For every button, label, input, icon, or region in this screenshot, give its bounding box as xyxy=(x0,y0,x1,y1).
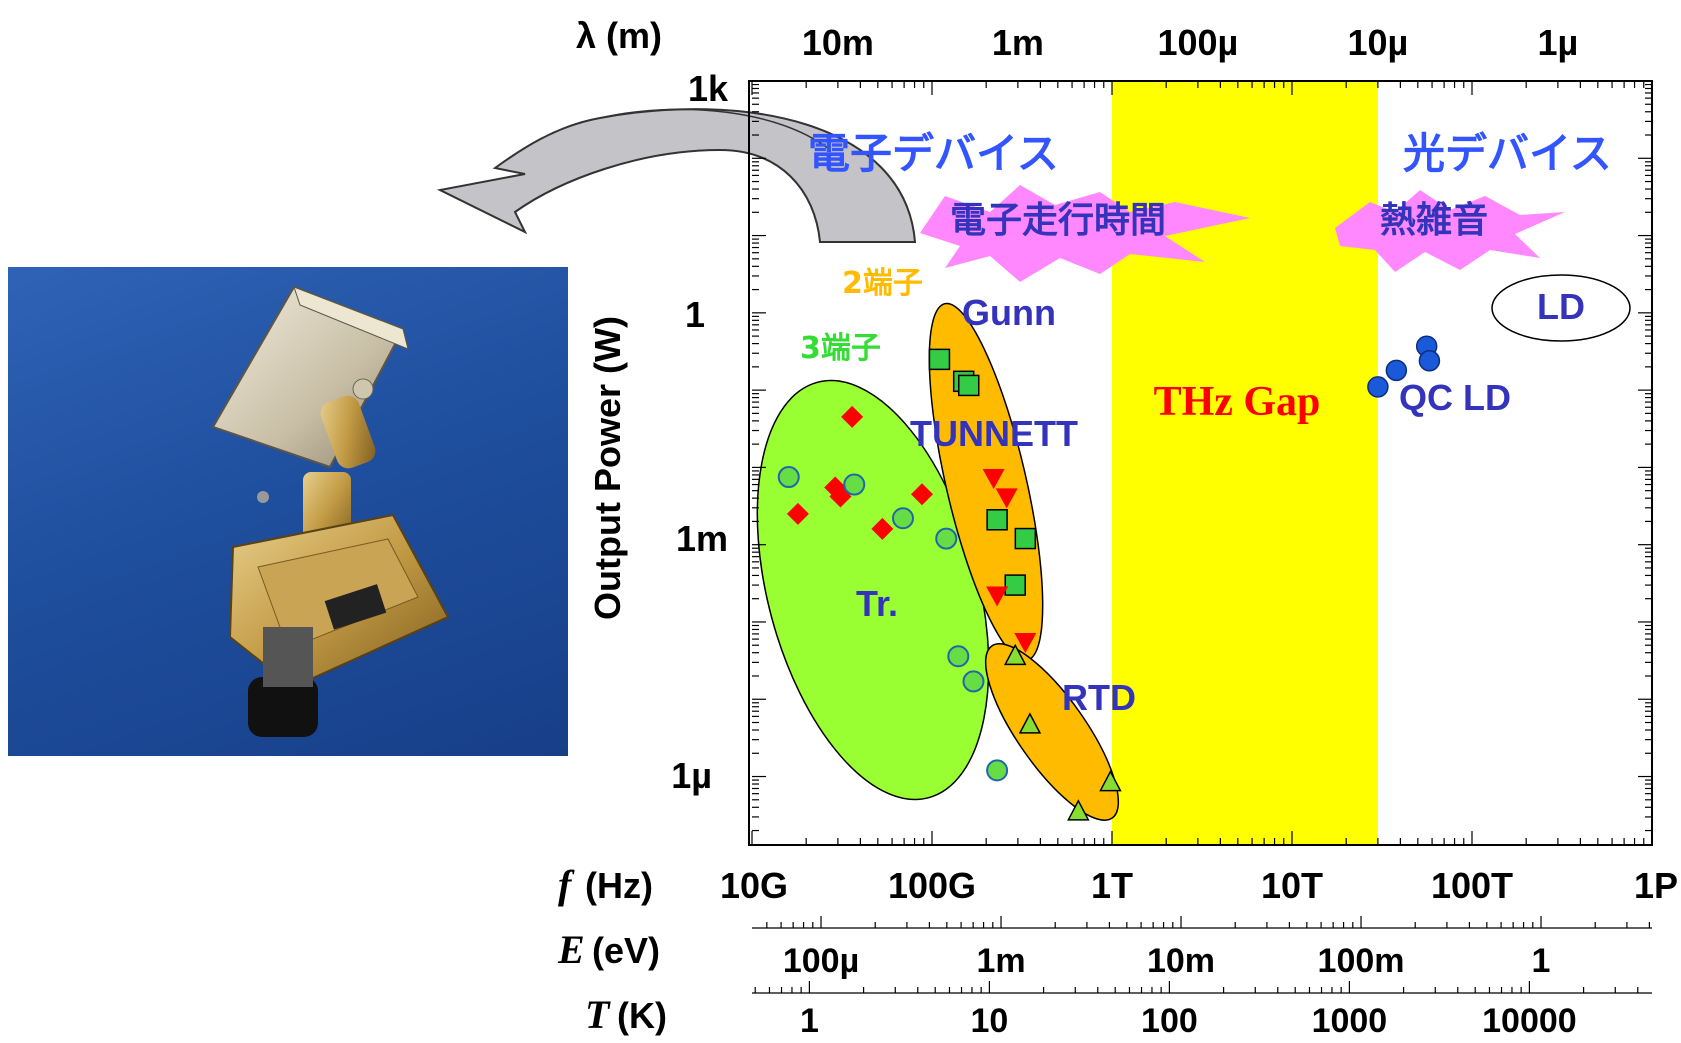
data-point-diamond xyxy=(871,517,894,540)
rtd-region xyxy=(984,643,1120,821)
data-point-triangle-down xyxy=(986,586,1009,607)
data-point-triangle-down xyxy=(1014,633,1037,654)
energy-tick-label: 100µ xyxy=(783,942,859,980)
data-point-square xyxy=(986,509,1008,531)
electronic-devices-label: 電子デバイス xyxy=(808,129,1059,178)
data-point-circle-open xyxy=(843,473,866,496)
qc-ld-label: QC LD xyxy=(1399,377,1511,418)
data-point-triangle-up xyxy=(1018,712,1042,734)
data-point-diamond xyxy=(841,405,864,428)
temperature-tick-label: 10 xyxy=(970,1002,1008,1040)
data-point-circle-open xyxy=(986,759,1009,782)
axis-tick-marks xyxy=(751,81,1652,845)
data-point-square xyxy=(928,348,951,371)
x-tick-label: 100G xyxy=(888,865,976,906)
temperature-tick-label: 10000 xyxy=(1482,1002,1577,1040)
ld-region xyxy=(1491,274,1631,342)
temperature-axis-label-unit: (K) xyxy=(617,995,667,1036)
curved-arrow-icon xyxy=(436,108,917,243)
data-point-triangle-up xyxy=(1003,643,1027,666)
data-point-square xyxy=(1014,527,1037,550)
optical-devices-label: 光デバイス xyxy=(1403,129,1612,178)
three-terminal-label: 3端子 xyxy=(800,331,881,366)
data-point-circle-open xyxy=(962,670,985,693)
data-point-circle xyxy=(1385,359,1408,382)
transit-time-burst xyxy=(920,185,1250,282)
tunnett-label: TUNNETT xyxy=(910,413,1078,454)
energy-axis-label-symbol: E xyxy=(557,927,585,972)
top-tick-label: 10m xyxy=(802,22,874,63)
x-tick-label: 1T xyxy=(1091,865,1133,906)
arrow-highlight xyxy=(599,108,831,151)
temperature-tick-label: 1000 xyxy=(1312,1002,1388,1040)
temperature-tick-label: 1 xyxy=(800,1002,819,1040)
y-tick-1k: 1k xyxy=(688,68,729,109)
transit-time-label: 電子走行時間 xyxy=(950,200,1166,241)
data-point-circle-open xyxy=(891,507,914,530)
waveguide-module-image xyxy=(211,285,450,737)
y-tick-1u: 1µ xyxy=(671,755,712,796)
x-tick-label: 100T xyxy=(1431,865,1513,906)
x-axis-label-unit: (Hz) xyxy=(585,865,653,906)
top-tick-label: 1m xyxy=(992,22,1044,63)
data-point-diamond xyxy=(786,502,809,525)
top-tick-label: 10µ xyxy=(1347,22,1408,63)
tr-label: Tr. xyxy=(856,583,898,624)
data-point-circle xyxy=(1418,349,1441,372)
data-point-triangle-up xyxy=(1099,769,1122,792)
data-point-diamond xyxy=(911,483,934,506)
thermal-noise-burst xyxy=(1335,190,1565,272)
top-tick-label: 100µ xyxy=(1157,22,1238,63)
x-tick-label: 10T xyxy=(1261,865,1323,906)
y-axis-label: Output Power (W) xyxy=(587,316,628,620)
thz-gap-band xyxy=(1112,81,1378,845)
energy-tick-label: 1 xyxy=(1532,942,1551,980)
plot-frame xyxy=(748,80,1653,846)
y-tick-1m: 1m xyxy=(676,518,728,559)
rtd-label: RTD xyxy=(1062,677,1136,718)
top-tick-label: 1µ xyxy=(1537,22,1578,63)
temperature-tick-label: 100 xyxy=(1141,1002,1198,1040)
energy-tick-label: 100m xyxy=(1318,942,1405,980)
data-point-square xyxy=(957,374,980,397)
two-terminal-label: 2端子 xyxy=(842,266,923,301)
energy-tick-label: 10m xyxy=(1147,942,1215,980)
device-photo xyxy=(8,267,568,756)
gunn-label: Gunn xyxy=(962,292,1056,333)
x-tick-label: 1P xyxy=(1634,865,1678,906)
thermal-noise-label: 熱雑音 xyxy=(1380,200,1488,241)
top-axis-label: λ (m) xyxy=(576,15,662,56)
data-markers xyxy=(777,335,1441,821)
data-point-circle xyxy=(1367,376,1389,398)
x-tick-label: 10G xyxy=(720,865,788,906)
data-point-triangle-down xyxy=(982,468,1005,489)
y-tick-1: 1 xyxy=(685,294,705,335)
data-point-square xyxy=(1004,574,1026,596)
x-axis-label-symbol: f xyxy=(558,862,575,907)
data-point-triangle-up xyxy=(1067,799,1090,821)
energy-tick-label: 1m xyxy=(976,942,1025,980)
data-point-circle-open xyxy=(947,645,970,668)
temperature-axis-label-symbol: T xyxy=(585,992,611,1037)
data-point-circle-open xyxy=(935,527,958,550)
data-point-circle-open xyxy=(777,466,800,489)
thz-gap-label: THz Gap xyxy=(1154,379,1321,425)
ld-label: LD xyxy=(1537,286,1585,327)
energy-axis-label-unit: (eV) xyxy=(592,930,660,971)
data-point-triangle-down xyxy=(995,488,1018,509)
